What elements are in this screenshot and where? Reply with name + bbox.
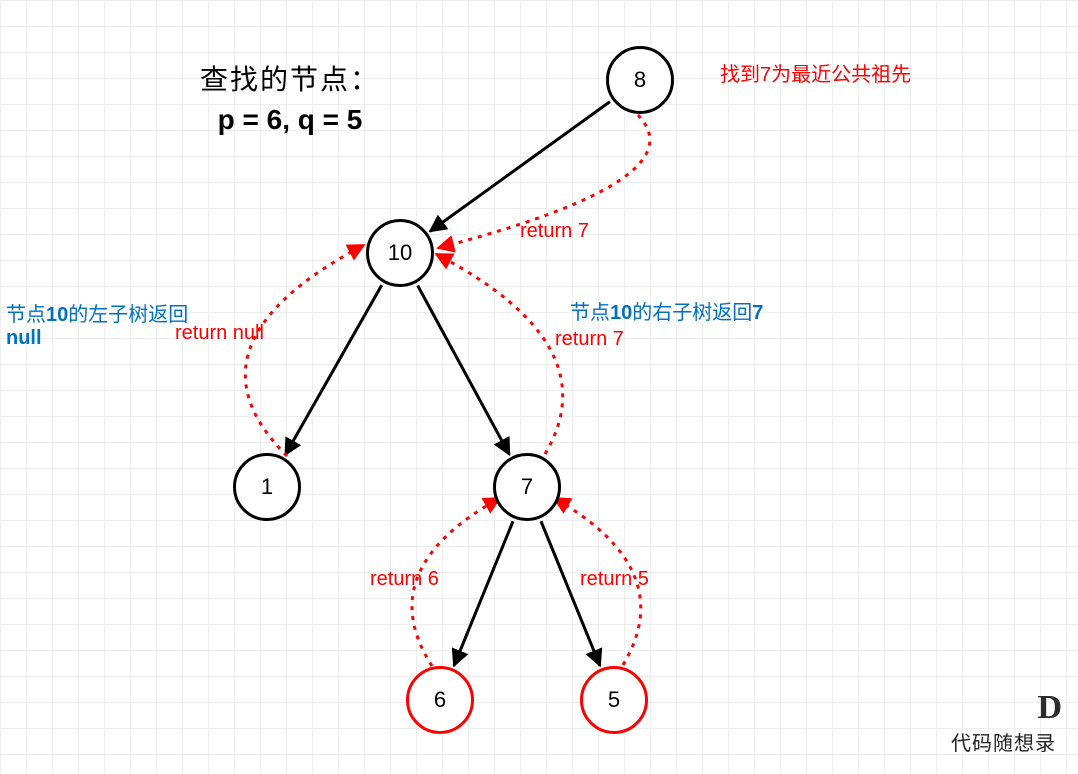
edge-n10-n1 bbox=[285, 285, 381, 455]
annotation-4: 节点10的右子树返回7 bbox=[570, 296, 763, 325]
diagram-stage: 查找的节点： p = 6, q = 5 8 10 1 7 6 5 找到7为最近公共祖先 re… bbox=[0, 0, 1078, 774]
tree-node-7: 7 bbox=[493, 453, 561, 521]
return-edge-2 bbox=[436, 254, 563, 454]
edge-n10-n7 bbox=[418, 286, 510, 455]
watermark-text: 代码随想录 bbox=[951, 727, 1056, 756]
edge-n8-n10 bbox=[430, 102, 610, 232]
solid-edges bbox=[285, 102, 610, 666]
annotation-6: return 6 bbox=[370, 568, 439, 591]
watermark: D 代码随想录 bbox=[951, 689, 1056, 756]
annotation-1: return 7 bbox=[520, 220, 589, 243]
tree-node-10: 10 bbox=[366, 219, 434, 287]
tree-node-6: 6 bbox=[406, 666, 474, 734]
title-line-2: p = 6, q = 5 bbox=[200, 104, 380, 136]
title-line-1: 查找的节点： bbox=[200, 58, 380, 98]
annotation-7: return 5 bbox=[580, 568, 649, 591]
tree-node-1: 1 bbox=[233, 453, 301, 521]
edge-n7-n5 bbox=[541, 521, 600, 665]
tree-node-8: 8 bbox=[606, 46, 674, 114]
tree-node-5: 5 bbox=[580, 666, 648, 734]
diagram-title: 查找的节点： p = 6, q = 5 bbox=[200, 58, 380, 136]
annotation-0: 找到7为最近公共祖先 bbox=[720, 58, 911, 87]
edges-layer bbox=[0, 0, 1078, 774]
annotation-5: return 7 bbox=[555, 328, 624, 351]
edge-n7-n6 bbox=[454, 521, 513, 665]
annotation-2: 节点10的左子树返回null bbox=[6, 298, 188, 350]
return-edge-1 bbox=[245, 245, 364, 456]
annotation-3: return null bbox=[175, 322, 264, 345]
watermark-logo: D bbox=[1037, 689, 1062, 727]
